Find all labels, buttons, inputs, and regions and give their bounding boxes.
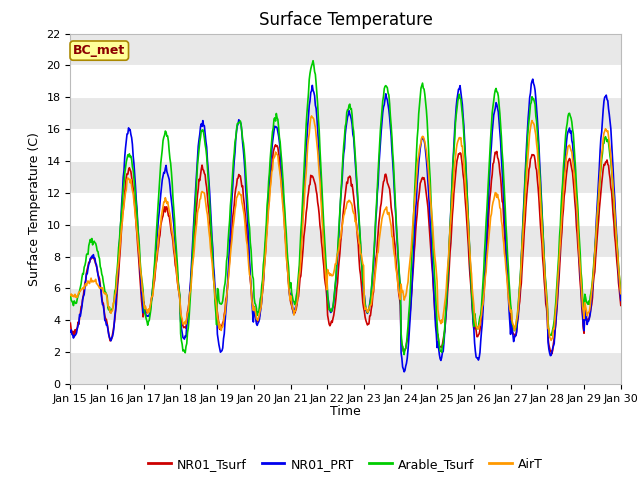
Bar — [70, 97, 621, 129]
Y-axis label: Surface Temperature (C): Surface Temperature (C) — [28, 132, 41, 286]
Legend: NR01_Tsurf, NR01_PRT, Arable_Tsurf, AirT: NR01_Tsurf, NR01_PRT, Arable_Tsurf, AirT — [143, 453, 548, 476]
Bar — [70, 288, 621, 320]
Bar — [70, 161, 621, 193]
Text: BC_met: BC_met — [73, 44, 125, 57]
Title: Surface Temperature: Surface Temperature — [259, 11, 433, 29]
X-axis label: Time: Time — [330, 405, 361, 418]
Bar — [70, 352, 621, 384]
Bar — [70, 34, 621, 65]
Bar — [70, 225, 621, 257]
